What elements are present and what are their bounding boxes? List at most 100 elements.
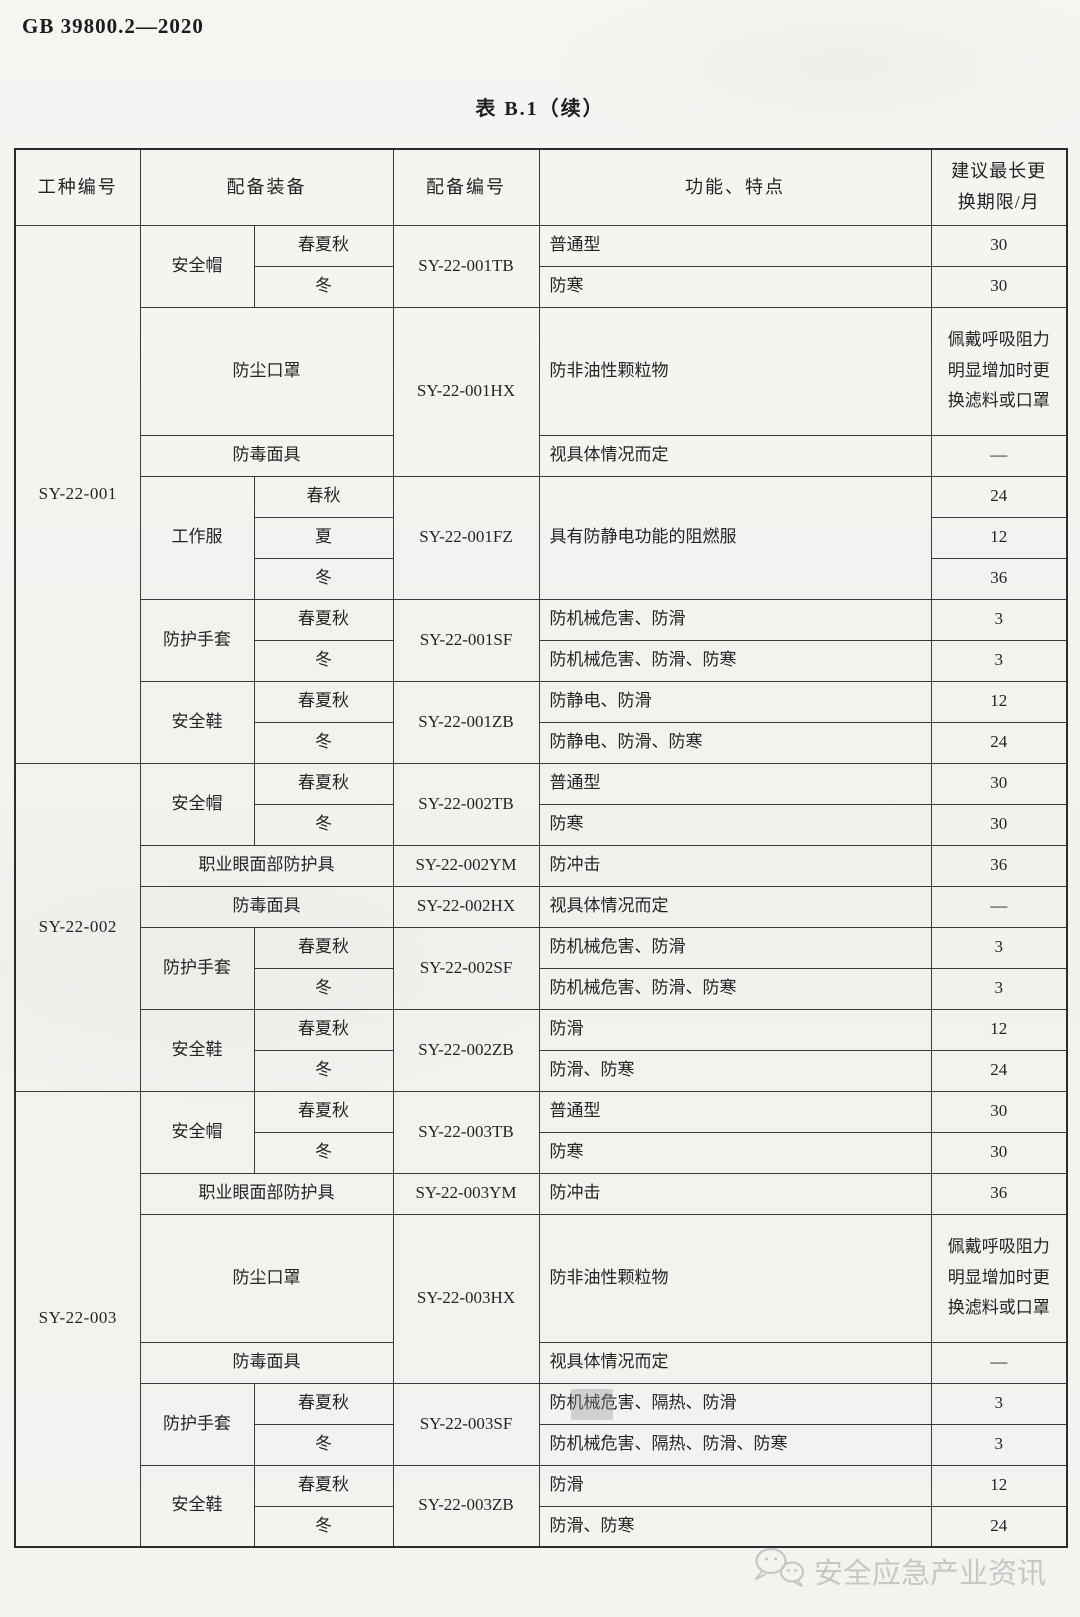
cell-equip-name: 防尘口罩	[139, 306, 394, 436]
cell-job-code: SY-22-003	[14, 1090, 141, 1548]
table-row: 防尘口罩 SY-22-001HX 防非油性颗粒物 佩戴呼吸阻力明显增加时更换滤料…	[15, 306, 1068, 477]
cell-equip-code: SY-22-001TB	[392, 224, 540, 308]
cell-feature: 防滑、防寒	[538, 1505, 932, 1548]
table-row: 冬 防机械危害、隔热、防滑、防寒 3	[15, 1423, 1068, 1466]
cell-feature: 防寒	[538, 803, 932, 846]
wechat-logo-icon	[752, 1546, 808, 1595]
cell-feature: 防静电、防滑	[538, 680, 932, 723]
table-row: 防护手套 春夏秋 SY-22-001SF 防机械危害、防滑 3	[15, 598, 1068, 682]
cell-job-code: SY-22-002	[14, 762, 141, 1092]
equipment-table: 工种编号 配备装备 配备编号 功能、特点 建议最长更 换期限/月 SY-22-0…	[14, 148, 1068, 1548]
table-row: 防尘口罩 SY-22-003HX 防非油性颗粒物 佩戴呼吸阻力明显增加时更换滤料…	[15, 1213, 1068, 1384]
table-row: 防毒面具 视具体情况而定 —	[15, 1341, 1068, 1384]
cell-period: 24	[930, 1505, 1068, 1548]
table-row: 安全鞋 春夏秋 SY-22-002ZB 防滑 12	[15, 1008, 1068, 1092]
cell-season: 春夏秋	[253, 762, 394, 805]
cell-period: 30	[930, 803, 1068, 846]
cell-period: 24	[930, 1049, 1068, 1092]
cell-feature: 防非油性颗粒物	[538, 306, 932, 436]
cell-equip-code: SY-22-003HX	[392, 1213, 540, 1384]
cell-equip-name: 职业眼面部防护具	[139, 844, 394, 887]
cell-season: 春夏秋	[253, 1464, 394, 1507]
document-code: GB 39800.2—2020	[22, 14, 204, 38]
cell-period: 佩戴呼吸阻力明显增加时更换滤料或口罩	[930, 306, 1068, 436]
cell-feature: 防寒	[538, 265, 932, 308]
cell-feature: 视具体情况而定	[538, 885, 932, 928]
cell-season: 冬	[253, 1423, 394, 1466]
cell-period: 3	[930, 967, 1068, 1010]
table-row: 冬 防机械危害、防滑、防寒 3	[15, 639, 1068, 682]
table-row: 工作服 春秋 SY-22-001FZ 具有防静电功能的阻燃服 24	[15, 475, 1068, 600]
cell-equip-name: 安全鞋	[139, 1464, 255, 1548]
cell-period: —	[930, 885, 1068, 928]
col-header-period: 建议最长更 换期限/月	[930, 148, 1068, 226]
cell-feature: 普通型	[538, 762, 932, 805]
cell-season: 春夏秋	[253, 1382, 394, 1425]
table-row: 职业眼面部防护具 SY-22-003YM 防冲击 36	[15, 1172, 1068, 1215]
cell-period: 12	[930, 1464, 1068, 1507]
cell-feature: 视具体情况而定	[538, 434, 932, 477]
cell-feature: 防寒	[538, 1131, 932, 1174]
cell-period: 30	[930, 265, 1068, 308]
cell-feature: 防冲击	[538, 844, 932, 887]
cell-season: 夏	[253, 516, 394, 559]
cell-season: 冬	[253, 803, 394, 846]
cell-period: 30	[930, 1090, 1068, 1133]
table-row: 安全鞋 春夏秋 SY-22-001ZB 防静电、防滑 12	[15, 680, 1068, 764]
cell-period: 36	[930, 1172, 1068, 1215]
table-row: 防护手套 春夏秋 SY-22-003SF 防机械危害、隔热、防滑 3	[15, 1382, 1068, 1466]
cell-equip-code: SY-22-002ZB	[392, 1008, 540, 1092]
watermark-text: 安全应急产业资讯	[814, 1557, 1047, 1590]
cell-equip-code: SY-22-002SF	[392, 926, 540, 1010]
table-row: 冬 防滑、防寒 24	[15, 1049, 1068, 1092]
cell-feature: 防滑	[538, 1464, 932, 1507]
cell-period: 30	[930, 1131, 1068, 1174]
cell-job-code: SY-22-001	[14, 224, 141, 764]
cell-period: 佩戴呼吸阻力明显增加时更换滤料或口罩	[930, 1213, 1068, 1343]
table-row: 防护手套 春夏秋 SY-22-002SF 防机械危害、防滑 3	[15, 926, 1068, 1010]
cell-equip-name: 防毒面具	[139, 1341, 394, 1384]
cell-equip-name: 安全帽	[139, 1090, 255, 1174]
cell-period: 3	[930, 598, 1068, 641]
cell-equip-code: SY-22-003TB	[392, 1090, 540, 1174]
cell-period: —	[930, 1341, 1068, 1384]
cell-equip-code: SY-22-001SF	[392, 598, 540, 682]
cell-feature: 防冲击	[538, 1172, 932, 1215]
cell-season: 春夏秋	[253, 926, 394, 969]
cell-period: 24	[930, 721, 1068, 764]
cell-equip-name: 防护手套	[139, 926, 255, 1010]
cell-equip-name: 防毒面具	[139, 434, 394, 477]
cell-period: 3	[930, 926, 1068, 969]
cell-equip-name: 防护手套	[139, 1382, 255, 1466]
cell-feature: 防机械危害、防滑	[538, 926, 932, 969]
cell-period: 36	[930, 557, 1068, 600]
cell-season: 春秋	[253, 475, 394, 518]
table-row: 冬 防滑、防寒 24	[15, 1505, 1068, 1548]
cell-feature: 防机械危害、隔热、防滑、防寒	[538, 1423, 932, 1466]
cell-period: —	[930, 434, 1068, 477]
cell-period: 3	[930, 1382, 1068, 1425]
cell-equip-code: SY-22-002YM	[392, 844, 540, 887]
col-header-features: 功能、特点	[538, 148, 932, 226]
cell-feature: 防非油性颗粒物	[538, 1213, 932, 1343]
cell-equip-name: 防毒面具	[139, 885, 394, 928]
cell-feature: 防机械危害、防滑、防寒	[538, 967, 932, 1010]
cell-period: 24	[930, 475, 1068, 518]
cell-season: 春夏秋	[253, 1090, 394, 1133]
cell-period: 12	[930, 516, 1068, 559]
cell-season: 冬	[253, 1505, 394, 1548]
cell-feature: 普通型	[538, 224, 932, 267]
cell-period: 3	[930, 639, 1068, 682]
table-row: SY-22-003 安全帽 春夏秋 SY-22-003TB 普通型 30	[14, 1090, 1068, 1548]
cell-equip-name: 工作服	[139, 475, 255, 600]
cell-season: 春夏秋	[253, 1008, 394, 1051]
table-row: 安全鞋 春夏秋 SY-22-003ZB 防滑 12	[15, 1464, 1068, 1548]
cell-equip-code: SY-22-001HX	[392, 306, 540, 477]
cell-equip-name: 安全帽	[139, 224, 255, 308]
cell-feature: 防静电、防滑、防寒	[538, 721, 932, 764]
cell-equip-code: SY-22-001FZ	[392, 475, 540, 600]
cell-season: 春夏秋	[253, 680, 394, 723]
table-row: 防毒面具 视具体情况而定 —	[15, 434, 1068, 477]
scan-artifact	[571, 1389, 613, 1420]
cell-equip-name: 安全帽	[139, 762, 255, 846]
